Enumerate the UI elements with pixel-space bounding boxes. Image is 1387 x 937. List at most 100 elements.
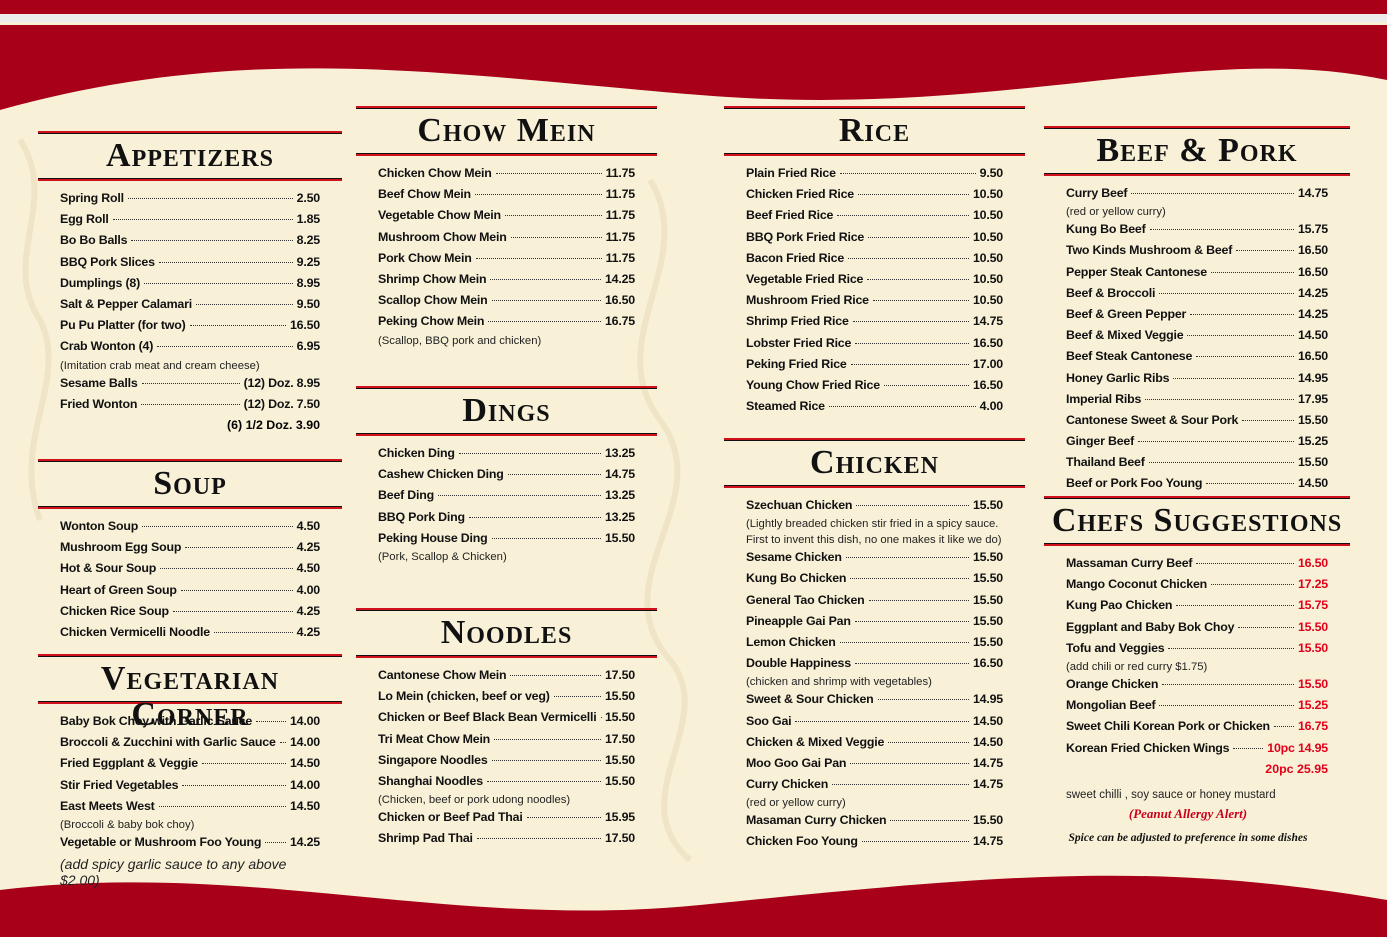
leader-dots xyxy=(1238,626,1294,628)
leader-dots xyxy=(491,537,601,539)
item-price: 14.25 xyxy=(604,271,635,286)
menu-item: Soo Gai 14.50 xyxy=(746,714,1003,735)
leader-dots xyxy=(1173,377,1294,379)
item-name: Eggplant and Baby Bok Choy xyxy=(1066,619,1235,634)
menu-item: Tofu and Veggies 15.50 xyxy=(1066,641,1328,662)
item-price: 2.50 xyxy=(296,191,321,205)
leader-dots xyxy=(504,215,602,217)
item-price: 9.25 xyxy=(296,254,321,269)
leader-dots xyxy=(195,303,293,305)
leader-dots xyxy=(868,599,969,601)
menu-item: Beef or Pork Foo Young 14.50 xyxy=(1066,476,1328,497)
item-name: Beef Steak Cantonese xyxy=(1066,349,1193,364)
menu-item: Singapore Noodles 15.50 xyxy=(378,753,635,774)
leader-dots xyxy=(1190,313,1294,315)
item-name: Cantonese Sweet & Sour Pork xyxy=(1066,412,1239,427)
item-price: 15.50 xyxy=(972,592,1003,607)
leader-dots xyxy=(189,325,286,327)
item-list: Baby Bok Choy with Garlic Sauce 14.00 Broc… xyxy=(60,714,320,888)
item-price: 14.50 xyxy=(1297,476,1328,491)
item-price: 14.25 xyxy=(1297,285,1328,300)
item-name: Egg Roll xyxy=(60,212,109,227)
menu-item: Thailand Beef 15.50 xyxy=(1066,455,1328,476)
item-name: Mongolian Beef xyxy=(1066,698,1156,713)
item-price: 14.25 xyxy=(1297,306,1328,321)
item-name: Steamed Rice xyxy=(746,399,825,414)
menu-item: Heart of Green Soup 4.00 xyxy=(60,583,320,604)
item-price: 15.50 xyxy=(1297,676,1328,691)
item-name: Beef Chow Mein xyxy=(378,187,471,202)
item-price: 11.75 xyxy=(605,187,636,202)
item-price: 1.85 xyxy=(296,212,321,227)
item-price: 10.50 xyxy=(972,271,1003,286)
leader-dots xyxy=(144,282,293,284)
item-name: Cantonese Chow Mein xyxy=(378,668,507,682)
item-note: (Pork, Scallop & Chicken) xyxy=(378,550,507,563)
leader-dots xyxy=(158,261,293,263)
item-list: Curry Beef 14.75 (red or yellow curry) Kung… xyxy=(1066,186,1328,498)
item-price: 14.50 xyxy=(1297,328,1328,343)
item-price: 14.00 xyxy=(289,777,320,792)
leader-dots xyxy=(201,763,286,765)
item-list: Spring Roll 2.50 Egg Roll 1.85 Bo Bo Balls 8.… xyxy=(60,191,320,439)
leader-dots xyxy=(1196,356,1294,358)
menu-item: Curry Chicken 14.75 xyxy=(746,777,1003,798)
item-note: (Chicken, beef or pork udong noodles) xyxy=(378,794,571,807)
item-note: (Imitation crab meat and cream cheese) xyxy=(60,359,260,372)
menu-item: Plain Fried Rice 9.50 xyxy=(746,166,1003,187)
item-list: Chicken Chow Mein 11.75 Beef Chow Mein 11.7… xyxy=(378,166,635,349)
item-price: 4.50 xyxy=(296,561,321,576)
menu-item: Pork Chow Mein 11.75 xyxy=(378,251,635,272)
menu-item: Egg Roll 1.85 xyxy=(60,212,320,233)
menu-item: Salt & Pepper Calamari 9.50 xyxy=(60,297,320,318)
menu-section: Vegetarian Corner Baby Bok Choy with Garl… xyxy=(38,656,342,888)
menu-item: Chicken Ding 13.25 xyxy=(378,446,635,467)
spice-note: Spice can be adjusted to preference in s… xyxy=(1068,832,1308,844)
leader-dots xyxy=(1162,683,1294,685)
item-name: Mushroom Chow Mein xyxy=(378,229,507,244)
leader-dots xyxy=(854,663,969,665)
menu-item: Fried Eggplant & Veggie 14.50 xyxy=(60,756,320,777)
allergy-alert: (Peanut Allergy Alert) xyxy=(1128,806,1248,821)
item-name: Pineapple Gai Pan xyxy=(746,613,851,628)
leader-dots xyxy=(1176,605,1294,607)
section-title: Chefs Suggestions xyxy=(1051,502,1343,539)
leader-dots xyxy=(1196,563,1294,564)
leader-dots xyxy=(845,557,969,559)
item-name: Kung Bo Chicken xyxy=(746,571,847,586)
menu-item: BBQ Pork Fried Rice 10.50 xyxy=(746,230,1003,251)
item-price: 16.50 xyxy=(972,377,1003,392)
menu-section: Noodles Cantonese Chow Mein 17.50 Lo Mein (… xyxy=(356,610,657,853)
item-price: 17.25 xyxy=(1297,577,1328,592)
item-name: Sesame Balls xyxy=(60,375,138,390)
leader-dots xyxy=(852,321,969,323)
item-price: 4.25 xyxy=(296,603,321,618)
item-price: 14.75 xyxy=(972,834,1003,849)
menu-item: Lemon Chicken 15.50 xyxy=(746,635,1003,656)
item-list: Chicken Ding 13.25 Cashew Chicken Ding 14.7… xyxy=(378,446,635,565)
menu-item: Honey Garlic Ribs 14.95 xyxy=(1066,371,1328,392)
item-name: Ginger Beef xyxy=(1066,434,1135,449)
item-name: Wonton Soup xyxy=(60,519,139,533)
item-name: Thailand Beef xyxy=(1066,455,1145,470)
item-name: Soo Gai xyxy=(746,713,792,728)
menu-item: Massaman Curry Beef 16.50 xyxy=(1066,556,1328,577)
item-price: 15.50 xyxy=(972,550,1003,565)
menu-item: Crab Wonton (4) 6.95 xyxy=(60,339,320,360)
section-title: Chicken xyxy=(810,444,939,481)
leader-dots xyxy=(438,495,601,497)
menu-item: Beef & Broccoli 14.25 xyxy=(1066,286,1328,307)
leader-dots xyxy=(795,720,969,722)
item-price: 9.50 xyxy=(296,296,321,311)
menu-item: Vegetable or Mushroom Foo Young 14.25 xyxy=(60,835,320,856)
leader-dots xyxy=(213,631,293,633)
leader-dots xyxy=(854,620,969,622)
item-name: Crab Wonton (4) xyxy=(60,339,154,354)
menu-item: Kung Pao Chicken 15.75 xyxy=(1066,598,1328,619)
menu-item: Kung Bo Chicken 15.50 xyxy=(746,571,1003,592)
menu-item: Two Kinds Mushroom & Beef 16.50 xyxy=(1066,243,1328,264)
item-price: 4.50 xyxy=(296,519,321,533)
item-name: Vegetable Fried Rice xyxy=(746,271,864,286)
item-price: 14.00 xyxy=(289,714,320,728)
item-list: Cantonese Chow Mein 17.50 Lo Mein (chicken… xyxy=(378,668,635,853)
